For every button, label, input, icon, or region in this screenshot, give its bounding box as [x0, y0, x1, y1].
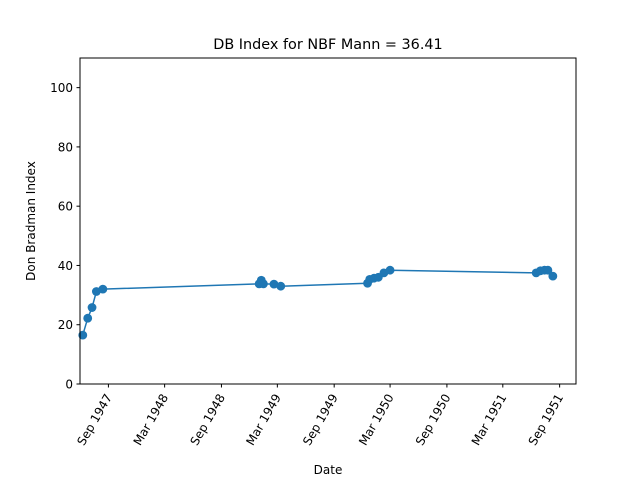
data-point: [78, 330, 88, 340]
x-tick-label: Sep 1950: [413, 392, 454, 448]
x-axis-ticks: Sep 1947 Mar 1948 Sep 1948 Mar 1949 Sep 1949…: [74, 384, 566, 448]
data-point: [385, 265, 395, 275]
data-point: [98, 284, 108, 294]
series-line: [82, 269, 554, 336]
plot-series: [78, 265, 558, 340]
y-tick-label: 20: [58, 318, 73, 332]
data-point: [83, 313, 93, 323]
data-point: [543, 265, 553, 275]
plot-frame: [79, 57, 577, 385]
data-point: [548, 271, 558, 281]
data-point: [276, 281, 286, 291]
x-tick-label: Mar 1951: [469, 392, 510, 448]
x-tick-label: Sep 1948: [187, 392, 228, 448]
y-tick-label: 80: [58, 140, 73, 154]
y-tick-label: 60: [58, 200, 73, 214]
y-axis-label: Don Bradman Index: [24, 161, 38, 281]
chart-title: DB Index for NBF Mann = 36.41: [213, 37, 442, 53]
data-point: [269, 279, 279, 289]
x-axis-label: Date: [314, 463, 343, 477]
x-tick-label: Sep 1949: [300, 392, 341, 448]
y-axis-ticks: 0 20 40 60 80 100: [50, 81, 80, 392]
x-tick-label: Sep 1951: [526, 392, 567, 448]
data-point: [259, 279, 268, 289]
data-point: [87, 303, 97, 312]
x-tick-label: Mar 1948: [131, 392, 172, 448]
x-tick-label: Sep 1947: [74, 392, 115, 448]
y-tick-label: 100: [50, 81, 73, 95]
y-tick-label: 40: [58, 259, 73, 273]
y-tick-label: 0: [65, 378, 73, 392]
x-tick-label: Mar 1949: [243, 392, 284, 448]
x-tick-label: Mar 1950: [356, 392, 397, 448]
